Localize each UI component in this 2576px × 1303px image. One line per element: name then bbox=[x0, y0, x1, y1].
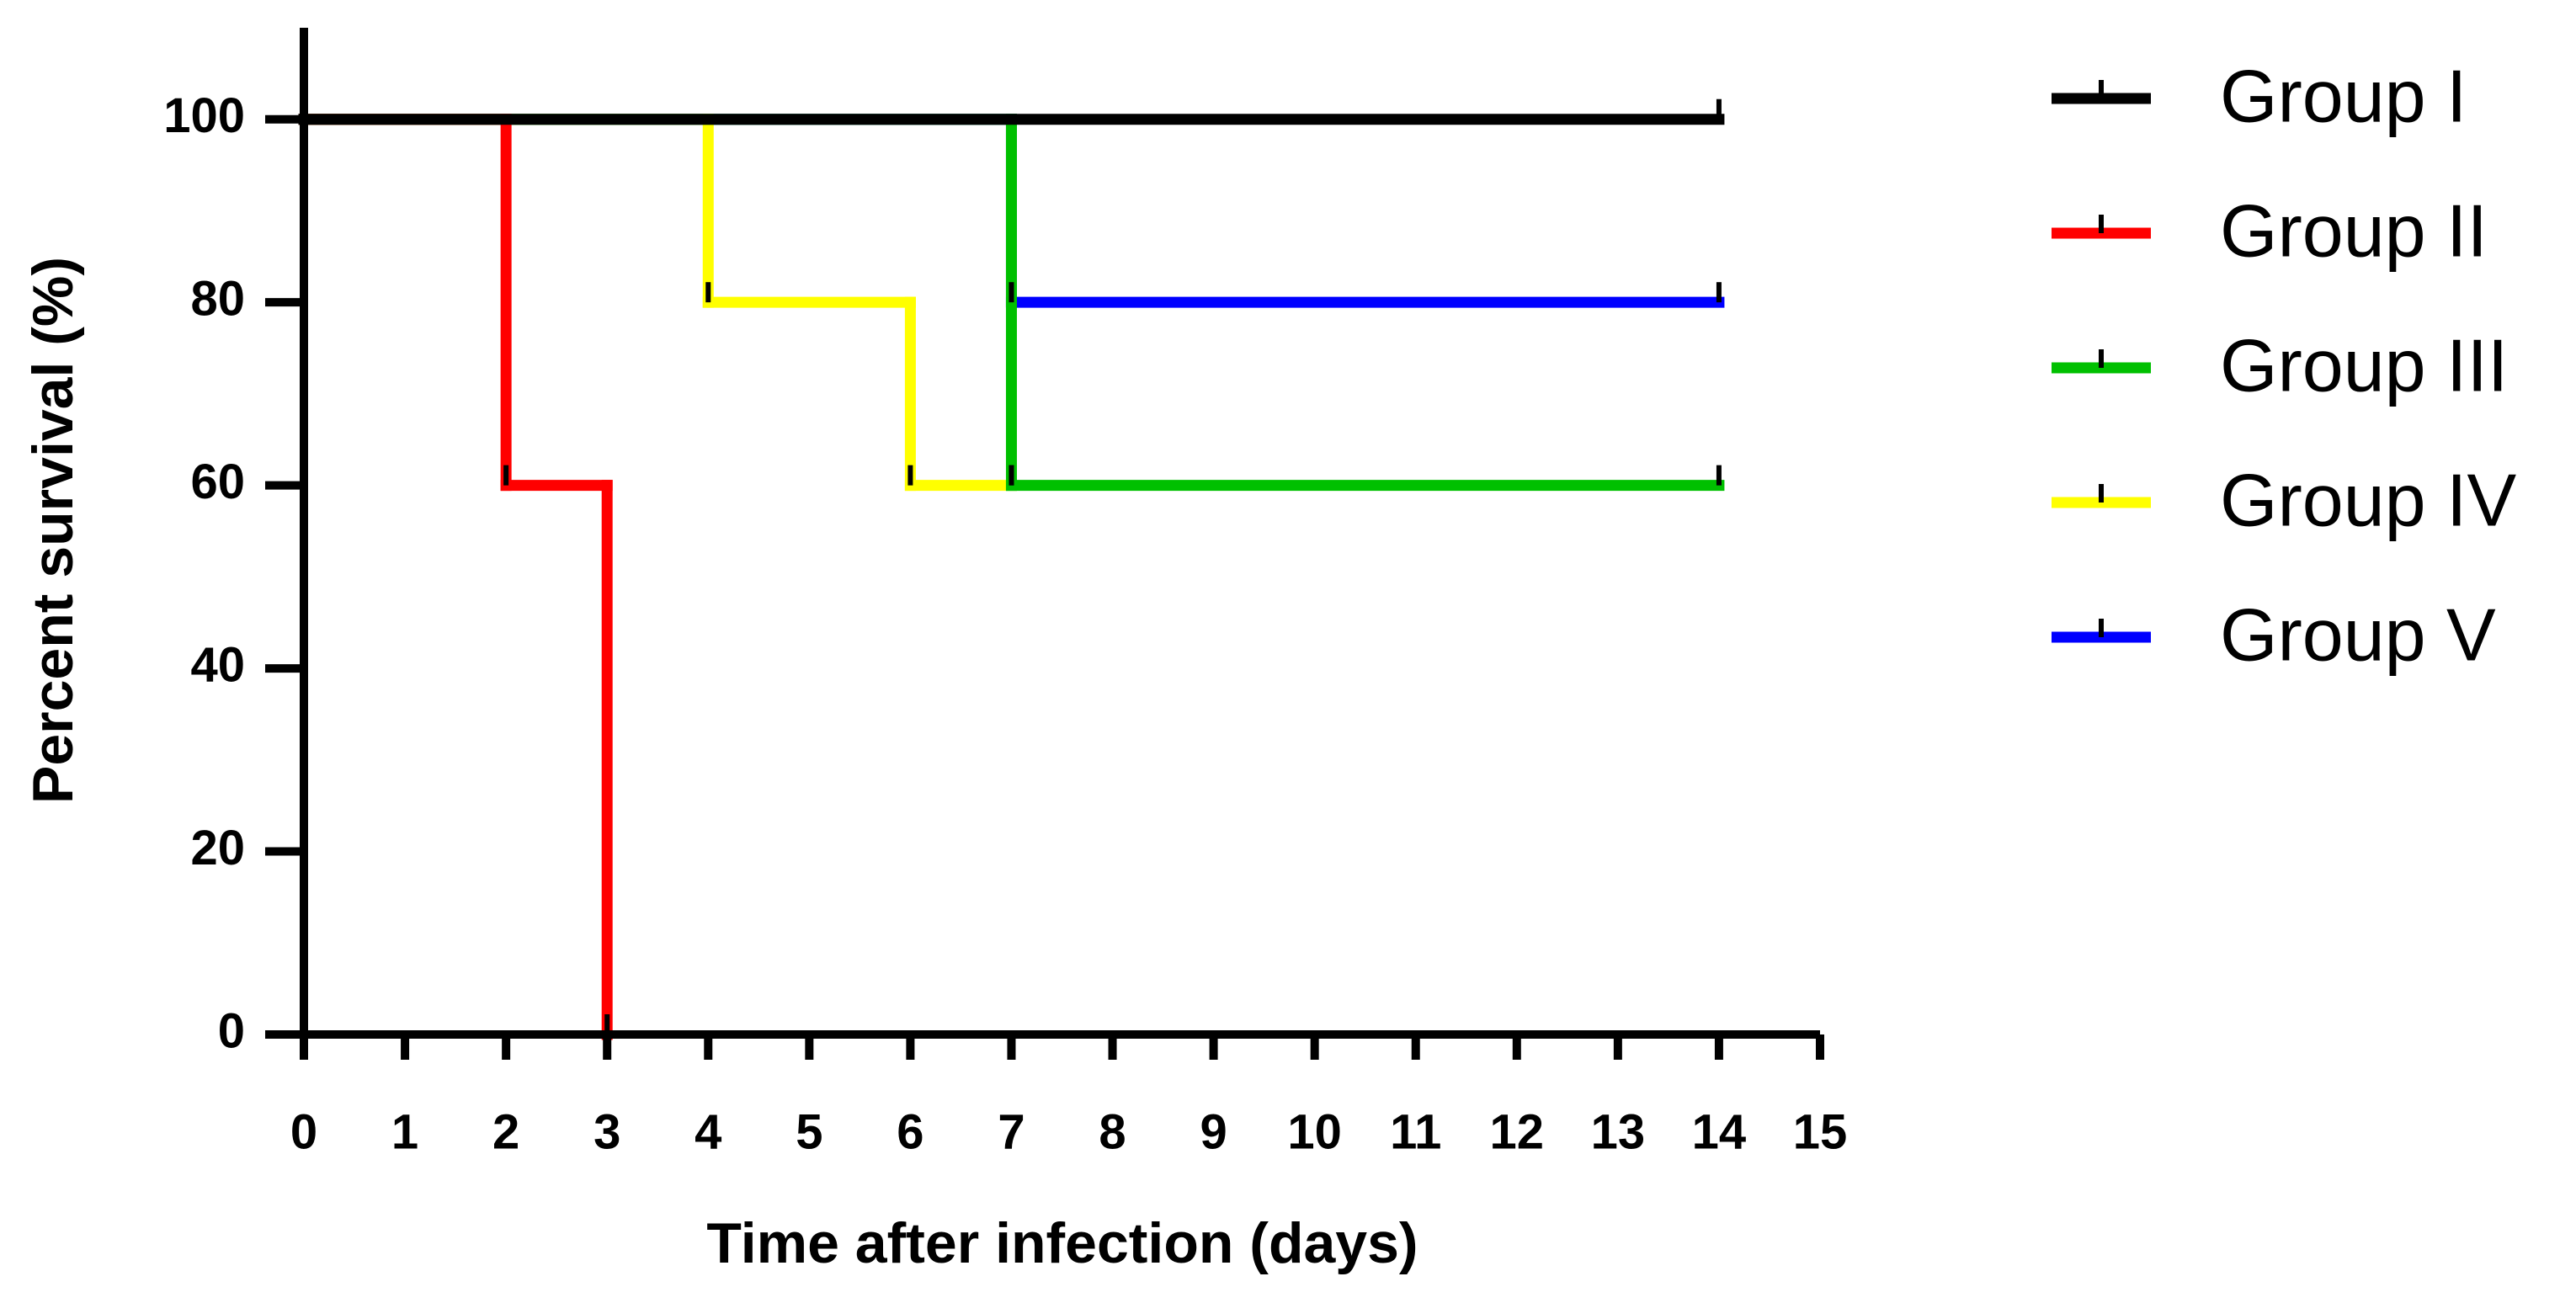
y-tick-label: 40 bbox=[190, 637, 245, 692]
x-tick-label: 5 bbox=[796, 1104, 822, 1159]
x-tick-label: 9 bbox=[1200, 1104, 1227, 1159]
legend-label: Group I bbox=[2220, 54, 2467, 137]
legend-label: Group III bbox=[2220, 323, 2508, 407]
y-tick-label: 100 bbox=[163, 88, 245, 143]
x-tick-label: 12 bbox=[1490, 1104, 1545, 1159]
x-tick-label: 14 bbox=[1692, 1104, 1747, 1159]
legend-label: Group II bbox=[2220, 189, 2488, 272]
x-tick-label: 8 bbox=[1099, 1104, 1126, 1159]
y-axis-title: Percent survival (%) bbox=[21, 257, 85, 804]
x-tick-label: 15 bbox=[1793, 1104, 1848, 1159]
y-tick-label: 80 bbox=[190, 272, 245, 327]
x-tick-label: 11 bbox=[1390, 1104, 1441, 1159]
y-tick-label: 0 bbox=[218, 1003, 245, 1058]
x-tick-label: 0 bbox=[290, 1104, 317, 1159]
legend-label: Group V bbox=[2220, 593, 2496, 676]
x-axis-title: Time after infection (days) bbox=[706, 1211, 1418, 1275]
y-tick-label: 60 bbox=[190, 455, 245, 509]
legend-label: Group IV bbox=[2220, 458, 2516, 541]
x-tick-label: 4 bbox=[695, 1104, 721, 1159]
x-tick-label: 1 bbox=[391, 1104, 418, 1159]
x-tick-label: 6 bbox=[897, 1104, 923, 1159]
x-tick-label: 7 bbox=[998, 1104, 1025, 1159]
y-tick-label: 20 bbox=[190, 821, 245, 875]
x-tick-label: 13 bbox=[1591, 1104, 1646, 1159]
x-tick-label: 10 bbox=[1287, 1104, 1342, 1159]
x-tick-label: 2 bbox=[492, 1104, 519, 1159]
x-tick-label: 3 bbox=[593, 1104, 620, 1159]
